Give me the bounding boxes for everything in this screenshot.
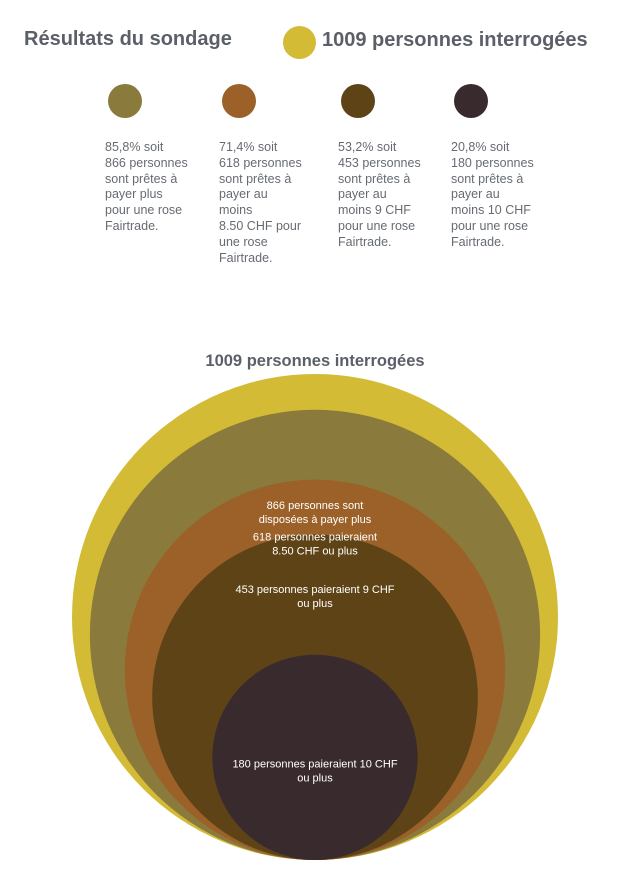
legend-text-payer-plus: 85,8% soit 866 personnes sont prêtes à p… <box>105 140 188 233</box>
legend-dot-10-chf <box>454 84 488 118</box>
legend-item-8-50-chf: 71,4% soit 618 personnes sont prêtes à p… <box>219 84 329 266</box>
total-legend-dot <box>283 26 316 59</box>
bubble-10-chf-label-line-2: ou plus <box>297 773 333 785</box>
total-respondents-label: 1009 personnes interrogées <box>322 29 588 51</box>
bubble-9-chf-label-line-2: ou plus <box>297 598 333 610</box>
bubble-payer-plus-label-line-1: 866 personnes sont <box>267 500 364 512</box>
legend-item-9-chf: 53,2% soit 453 personnes sont prêtes à p… <box>338 84 448 251</box>
legend-item-payer-plus: 85,8% soit 866 personnes sont prêtes à p… <box>105 84 215 235</box>
legend-dot-9-chf <box>341 84 375 118</box>
bubble-10-chf-label-line-1: 180 personnes paieraient 10 CHF <box>232 759 397 771</box>
legend-text-9-chf: 53,2% soit 453 personnes sont prêtes à p… <box>338 140 421 249</box>
bubble-8-50-chf-label-line-2: 8.50 CHF ou plus <box>272 546 358 558</box>
legend-dot-8-50-chf <box>222 84 256 118</box>
bubble-payer-plus-label-line-2: disposées à payer plus <box>259 514 372 526</box>
legend-dot-payer-plus <box>108 84 142 118</box>
legend-text-8-50-chf: 71,4% soit 618 personnes sont prêtes à p… <box>219 140 302 265</box>
page-title: Résultats du sondage <box>24 28 232 50</box>
legend-item-10-chf: 20,8% soit 180 personnes sont prêtes à p… <box>451 84 561 251</box>
bubble-8-50-chf-label-line-1: 618 personnes paieraient <box>253 532 377 544</box>
bubble-10-chf <box>212 654 418 861</box>
legend-text-10-chf: 20,8% soit 180 personnes sont prêtes à p… <box>451 140 534 249</box>
bubble-9-chf-label-line-1: 453 personnes paieraient 9 CHF <box>236 584 395 596</box>
chart-title: 1009 personnes interrogées <box>205 352 425 370</box>
